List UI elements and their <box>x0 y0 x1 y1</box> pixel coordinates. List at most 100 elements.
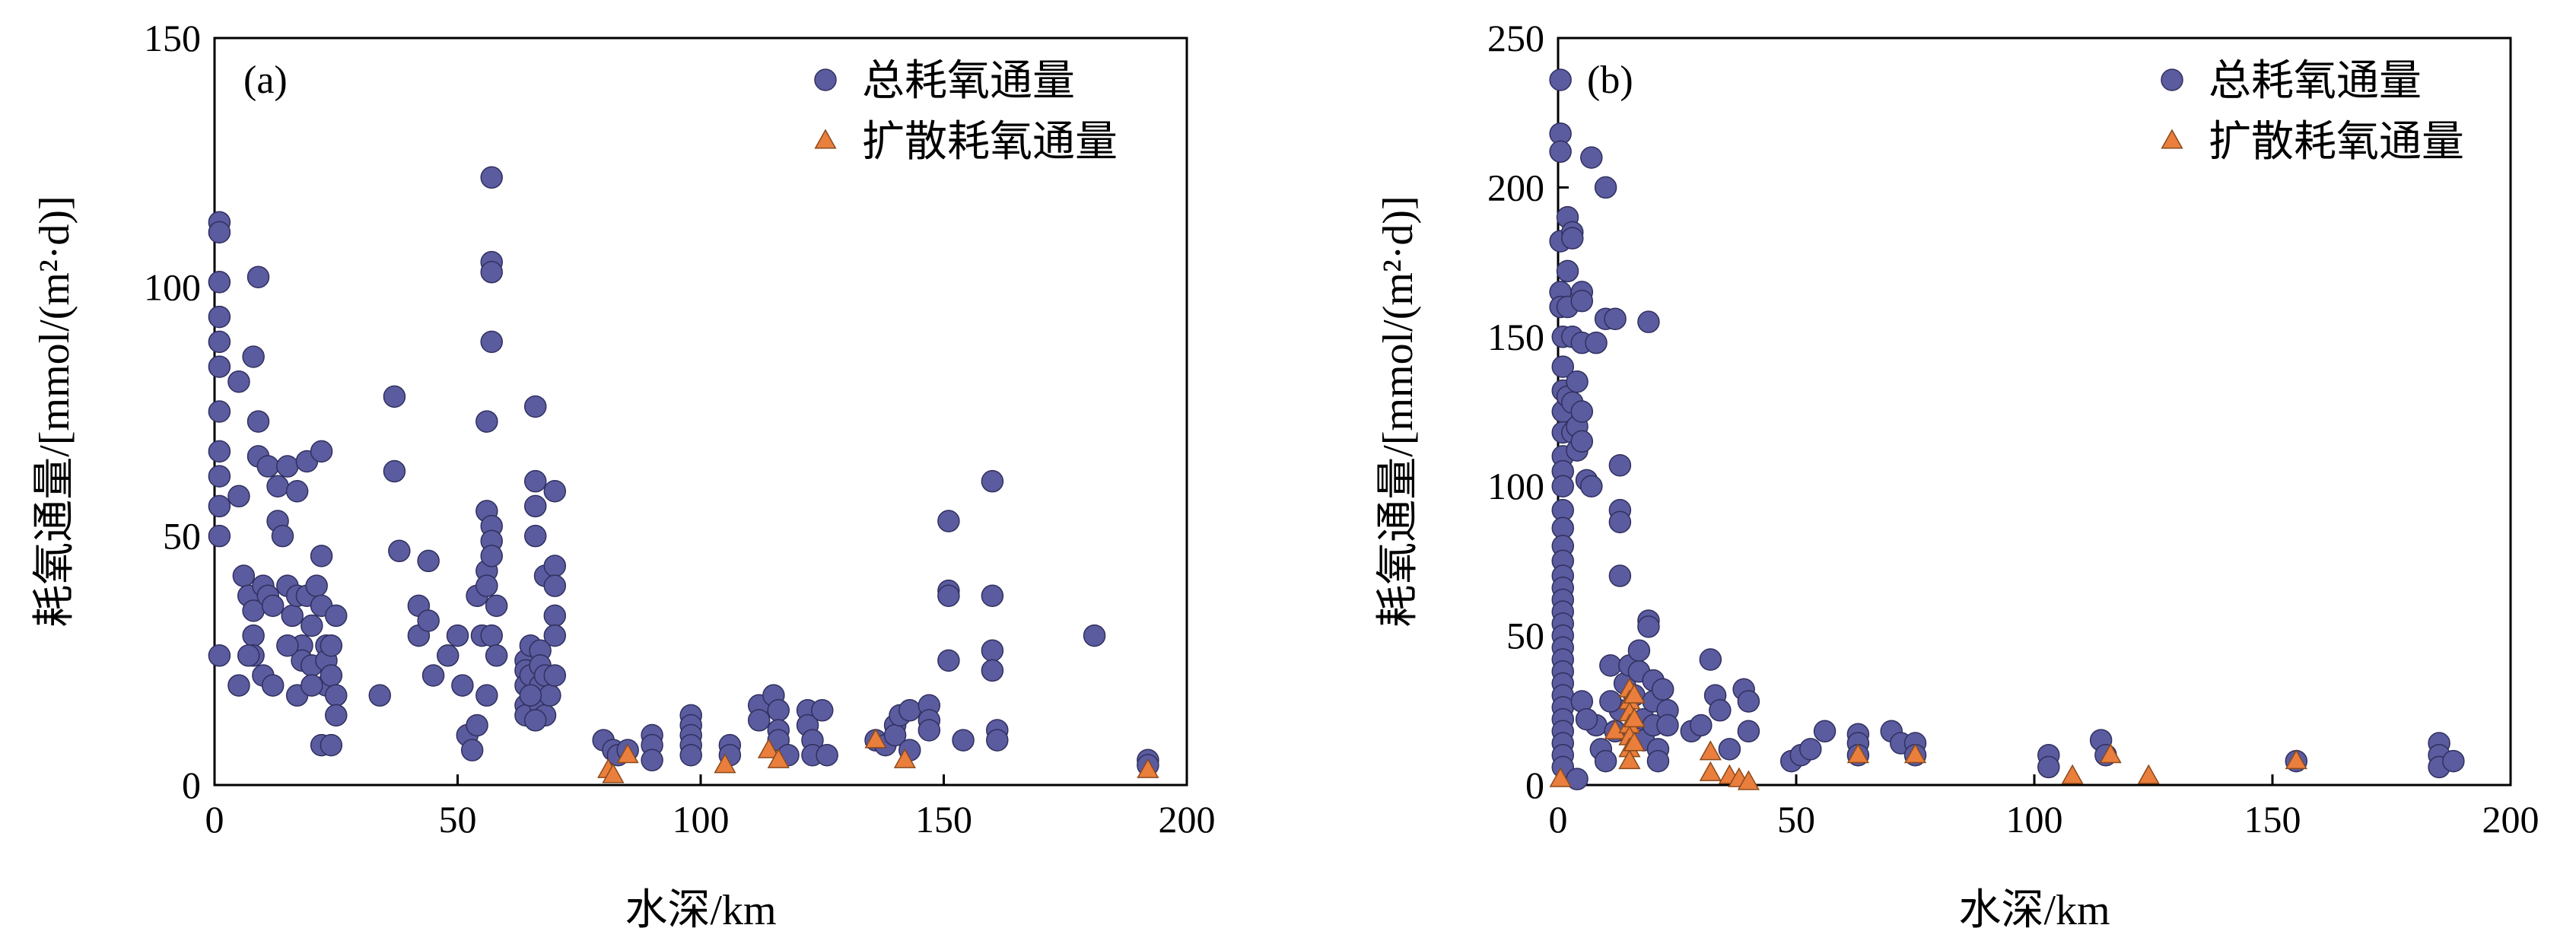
data-point-total <box>480 330 503 354</box>
data-point-diffusive <box>1903 743 1927 764</box>
data-point-diffusive <box>1618 749 1641 770</box>
data-point-total <box>325 704 348 727</box>
data-point-total <box>466 714 488 737</box>
y-tick-label: 100 <box>1487 465 1544 507</box>
x-tick-label: 150 <box>915 798 972 841</box>
data-point-total <box>543 664 567 687</box>
data-point-total <box>388 539 411 563</box>
data-point-total <box>242 345 265 368</box>
x-tick-label: 0 <box>205 798 224 841</box>
data-point-total <box>232 564 256 587</box>
data-point-total <box>460 739 484 761</box>
data-point-total <box>301 674 323 697</box>
data-point-total <box>1718 738 1741 761</box>
data-point-total <box>1575 707 1598 731</box>
data-point-total <box>1566 370 1589 393</box>
x-tick-label: 100 <box>673 798 730 841</box>
data-point-total <box>208 221 231 244</box>
data-point-diffusive <box>1737 770 1760 790</box>
data-point-total <box>208 440 231 463</box>
data-point-total <box>1599 654 1622 677</box>
legend-label: 总耗氧通量 <box>2209 58 2422 105</box>
data-point-total <box>227 674 250 697</box>
panel-label: (b) <box>1587 59 1633 102</box>
data-point-total <box>1651 678 1674 701</box>
data-point-diffusive <box>1604 719 1627 739</box>
data-point-total <box>208 355 231 378</box>
legend-marker-diffusive <box>814 129 837 149</box>
data-point-total <box>383 385 406 408</box>
data-point-total <box>208 271 231 294</box>
data-point-total <box>1637 310 1660 333</box>
data-point-total <box>937 649 960 672</box>
data-point-diffusive <box>1846 743 1869 764</box>
data-point-total <box>1594 749 1617 773</box>
data-point-total <box>1637 615 1660 638</box>
data-point-diffusive <box>616 743 639 764</box>
data-point-total <box>523 524 547 548</box>
data-point-total <box>543 555 567 577</box>
data-point-total <box>1737 690 1760 713</box>
data-point-total <box>811 699 834 722</box>
legend-label: 扩散耗氧通量 <box>2209 119 2464 166</box>
data-point-total <box>898 699 921 722</box>
data-point-total <box>1561 227 1584 250</box>
data-point-total <box>523 494 547 518</box>
data-point-total <box>208 465 231 488</box>
data-point-total <box>325 684 348 707</box>
data-point-total <box>2442 749 2465 773</box>
data-point-total <box>208 330 231 354</box>
data-point-total <box>310 545 333 567</box>
data-point-total <box>2037 755 2060 779</box>
data-point-total <box>937 584 960 607</box>
series-total-flux <box>1549 68 2465 790</box>
data-point-total <box>475 410 498 433</box>
data-point-total <box>1599 690 1622 713</box>
data-point-total <box>543 624 567 647</box>
panel-label: (a) <box>243 59 288 102</box>
data-point-diffusive <box>1623 707 1646 728</box>
data-point-total <box>1690 714 1713 737</box>
data-point-total <box>523 709 547 732</box>
data-point-diffusive <box>1623 683 1646 704</box>
data-point-total <box>208 524 231 548</box>
data-point-total <box>480 545 503 567</box>
data-point-total <box>986 729 1009 752</box>
x-tick-label: 200 <box>1159 798 1216 841</box>
data-point-total <box>417 609 440 632</box>
data-point-diffusive <box>757 738 781 758</box>
data-point-total <box>285 479 309 503</box>
data-point-total <box>242 624 265 647</box>
data-point-total <box>952 729 975 752</box>
data-point-total <box>310 440 333 463</box>
legend-label: 总耗氧通量 <box>862 58 1075 105</box>
data-point-total <box>1608 564 1632 587</box>
data-point-total <box>480 166 503 189</box>
data-point-total <box>543 574 567 597</box>
panel-b: 0 50 100 150 200 0 50 100 150 200 250 水深/km 耗氧通量/[mm… <box>1375 17 2539 934</box>
data-point-total <box>937 510 960 532</box>
y-tick-label: 200 <box>1487 166 1544 208</box>
x-tick-label: 200 <box>2482 798 2539 841</box>
legend-marker-diffusive <box>2161 129 2183 149</box>
data-point-total <box>918 719 941 742</box>
data-point-total <box>208 494 231 518</box>
data-point-total <box>1608 510 1632 534</box>
data-point-total <box>227 370 250 393</box>
legend-label: 扩散耗氧通量 <box>862 119 1118 166</box>
data-point-diffusive <box>1137 758 1159 778</box>
data-point-total <box>816 743 838 767</box>
data-point-total <box>246 265 270 288</box>
data-point-total <box>1551 475 1575 497</box>
y-tick-label: 250 <box>1487 17 1544 59</box>
data-point-total <box>436 644 460 667</box>
data-point-total <box>523 395 547 418</box>
y-tick-label: 150 <box>144 17 201 59</box>
data-point-total <box>641 749 663 772</box>
x-axis-title: 水深/km <box>1958 887 2110 934</box>
series-diffusive-flux <box>597 728 1159 783</box>
data-point-total <box>543 604 567 628</box>
